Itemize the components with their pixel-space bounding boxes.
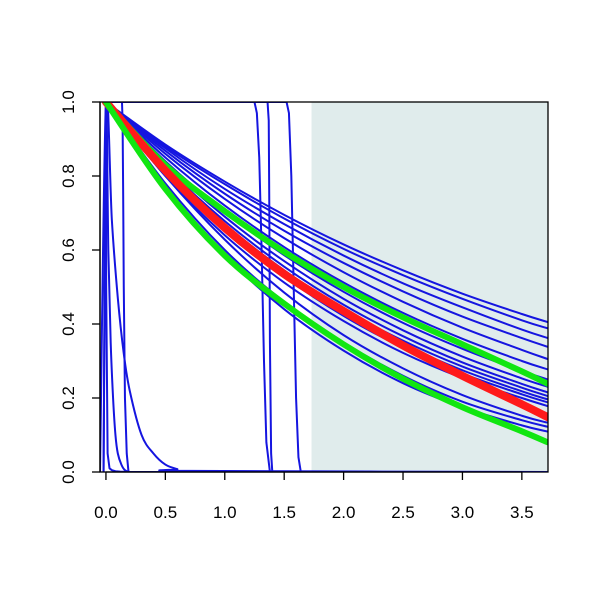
series-line-blue-4: [104, 102, 548, 348]
x-tick-label: 0.0: [94, 503, 118, 522]
x-tick-label: 2.0: [332, 503, 356, 522]
y-axis: 0.0 0.2 0.4 0.6 0.8 1.0: [59, 90, 101, 484]
x-tick-label: 1.5: [272, 503, 296, 522]
series-line-blue-23: [110, 102, 548, 472]
y-tick-label: 0.8: [59, 164, 78, 188]
y-tick-label: 0.0: [59, 460, 78, 484]
series-line-green-24: [102, 102, 548, 387]
x-tick-label: 0.5: [154, 503, 178, 522]
x-tick-label: 2.5: [391, 503, 415, 522]
series-line-blue-21: [110, 102, 548, 472]
series-line-blue-14: [104, 102, 548, 424]
x-tick-label: 1.0: [213, 503, 237, 522]
series-line-blue-6: [104, 102, 548, 371]
series-line-red-25: [101, 102, 548, 422]
series-line-blue-1: [104, 102, 548, 324]
x-tick-label: 3.0: [451, 503, 475, 522]
series-line-blue-2: [104, 102, 548, 330]
series-line-blue-17: [100, 102, 548, 472]
x-tick-label: 3.5: [510, 503, 534, 522]
series-group: [100, 102, 548, 472]
y-tick-label: 0.2: [59, 386, 78, 410]
y-tick-label: 0.4: [59, 312, 78, 336]
y-tick-label: 1.0: [59, 90, 78, 114]
y-tick-label: 0.6: [59, 238, 78, 262]
series-line-blue-20: [110, 102, 548, 472]
series-line-blue-22: [110, 102, 548, 472]
x-axis: 0.0 0.5 1.0 1.5 2.0 2.5 3.0 3.5: [94, 471, 534, 522]
series-line-green-26: [102, 102, 548, 446]
series-line-blue-5: [104, 102, 548, 361]
series-line-blue-3: [104, 102, 548, 340]
